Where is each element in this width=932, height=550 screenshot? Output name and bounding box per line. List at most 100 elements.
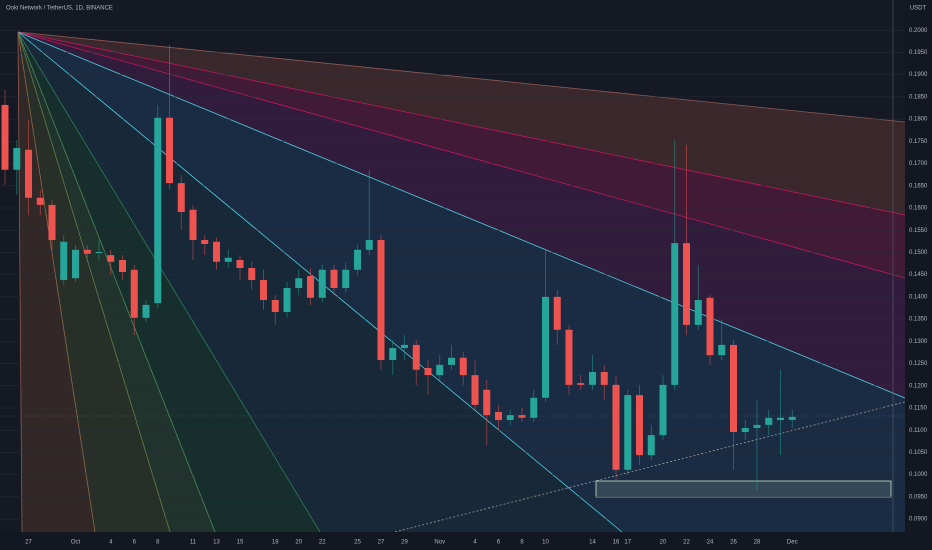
candle-body <box>542 296 549 398</box>
y-tick-label: 0.1650 <box>909 183 928 189</box>
candle-body <box>177 183 185 212</box>
x-tick-label: 18 <box>272 540 279 546</box>
x-tick-label: 16 <box>613 540 620 546</box>
candle-body <box>36 197 44 205</box>
gann-fan <box>17 31 906 533</box>
candle-body <box>718 344 726 356</box>
candle-body <box>318 269 326 298</box>
x-tick-label: 28 <box>754 540 761 546</box>
candle-body <box>624 395 632 470</box>
candle-body <box>189 209 197 240</box>
candle-body <box>448 357 455 365</box>
candle-body <box>365 240 373 250</box>
candle-body <box>342 269 350 288</box>
candle-body <box>166 117 173 184</box>
candle-body <box>271 300 279 312</box>
x-tick-label: 10 <box>542 540 549 546</box>
y-tick-label: 0.1150 <box>909 406 928 412</box>
candle-body <box>506 415 514 420</box>
candle-body <box>72 249 79 279</box>
x-tick-label: Oct <box>71 540 81 546</box>
x-tick-label: 17 <box>624 540 631 546</box>
candle-body <box>518 415 526 418</box>
candle-body <box>530 397 538 418</box>
x-tick-label: Nov <box>434 540 445 546</box>
y-axis-panel <box>905 0 932 550</box>
x-tick-label: 27 <box>25 540 32 546</box>
fan-line <box>17 31 171 533</box>
candle-body <box>459 357 467 376</box>
y-tick-label: 0.2000 <box>909 28 928 34</box>
y-tick-label: 0.1550 <box>909 228 928 234</box>
candle-body <box>213 241 220 262</box>
candle-body <box>753 424 761 428</box>
x-tick-label: 22 <box>683 540 690 546</box>
x-tick-label: 13 <box>213 540 220 546</box>
candle-body <box>565 329 573 385</box>
x-tick-label: 27 <box>378 540 385 546</box>
candle-body <box>119 260 126 272</box>
fan-line <box>17 31 96 533</box>
x-tick-label: 14 <box>589 540 596 546</box>
x-tick-label: 20 <box>295 540 302 546</box>
x-tick-label: 20 <box>660 540 667 546</box>
y-tick-label: 0.1600 <box>909 206 928 212</box>
y-tick-label: 0.1700 <box>909 161 928 167</box>
candle-body <box>589 372 596 385</box>
chart-title: Ooki Network / TetherUS, 1D, BINANCE <box>6 6 113 12</box>
x-tick-label: 22 <box>319 540 326 546</box>
candle-body <box>307 276 314 298</box>
candle-body <box>694 300 702 325</box>
y-tick-label: 0.1500 <box>909 250 928 256</box>
fan-zone <box>18 32 905 532</box>
candle-body <box>483 389 491 416</box>
candle-body <box>107 255 115 262</box>
x-tick-label: 4 <box>473 540 477 546</box>
candle-body <box>95 252 103 253</box>
y-tick-label: 0.1050 <box>909 450 928 456</box>
candle-body <box>471 375 479 405</box>
candle-body <box>201 240 209 244</box>
x-tick-label: 6 <box>497 540 501 546</box>
y-tick-label: 0.1900 <box>909 72 928 78</box>
fan-line <box>17 31 321 533</box>
candle-body <box>83 249 91 254</box>
candle-body <box>436 364 444 376</box>
candle-body <box>600 372 608 385</box>
x-tick-label: 6 <box>133 540 137 546</box>
y-tick-label: 0.1800 <box>909 117 928 123</box>
fan-line <box>17 31 23 533</box>
candle-body <box>389 348 397 360</box>
x-tick-label: 25 <box>354 540 361 546</box>
y-tick-label: 0.1350 <box>909 317 928 323</box>
candle-body <box>777 417 784 420</box>
candle-body <box>354 249 361 270</box>
candle-body <box>401 344 408 348</box>
candle-body <box>765 417 773 425</box>
y-tick-label: 0.1100 <box>909 428 928 434</box>
y-tick-label: 0.1850 <box>909 94 928 100</box>
x-tick-label: 8 <box>520 540 524 546</box>
y-tick-label: 0.1300 <box>909 339 928 345</box>
candle-body <box>154 117 162 304</box>
candle-body <box>683 243 690 325</box>
fan-line <box>17 31 906 123</box>
candle-body <box>741 428 749 432</box>
candle-body <box>48 204 56 240</box>
range-box <box>595 480 892 498</box>
candle-body <box>659 384 667 436</box>
candle-body <box>260 280 267 300</box>
candle-body <box>553 296 561 330</box>
x-tick-label: 26 <box>730 540 737 546</box>
y-tick-label: 0.1750 <box>909 139 928 145</box>
candle-body <box>577 383 585 385</box>
candle-body <box>330 269 338 288</box>
y-tick-label: 0.0950 <box>909 494 928 500</box>
x-tick-label: 24 <box>707 540 714 546</box>
fan-line <box>17 31 906 279</box>
candle-body <box>495 412 502 420</box>
candle-body <box>730 344 737 432</box>
y-tick-label: 0.1200 <box>909 383 928 389</box>
x-tick-label: 15 <box>237 540 244 546</box>
